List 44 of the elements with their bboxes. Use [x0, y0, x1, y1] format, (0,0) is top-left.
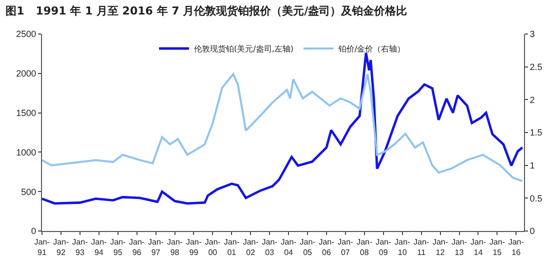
- y-tick-label: 1000: [16, 147, 36, 158]
- legend-label: 铂价/金价（右轴）: [337, 44, 406, 54]
- line-series: [42, 52, 524, 205]
- y2-tick-label: 1.5: [530, 128, 542, 138]
- y2-tick-label: 0.5: [530, 193, 542, 204]
- x-tick-label: Jan- 05: [300, 238, 316, 257]
- x-tick-label: Jan- 92: [53, 238, 70, 257]
- x-tick-label: Jan- 10: [394, 238, 410, 257]
- y-tick-label: 500: [21, 186, 36, 197]
- y2-tick-label: 3: [530, 29, 535, 40]
- y-tick-label: 2500: [16, 29, 36, 40]
- x-tick-label: Jan- 13: [451, 238, 468, 257]
- x-tick-label: Jan- 93: [72, 238, 88, 257]
- y-tick-label: 0: [31, 226, 36, 236]
- x-tick-label: Jan- 95: [110, 238, 126, 257]
- x-tick-label: Jan- 04: [280, 238, 297, 257]
- x-tick-label: Jan- 91: [34, 238, 50, 257]
- x-tick-label: Jan- 02: [242, 238, 259, 257]
- y2-tick-label: 2.5: [530, 62, 542, 72]
- y2-tick-label: 1: [530, 160, 535, 170]
- y-tick-label: 2000: [16, 68, 36, 79]
- x-tick-label: Jan- 98: [166, 238, 183, 257]
- x-tick-label: Jan- 06: [318, 238, 335, 257]
- x-tick-label: Jan- 03: [262, 238, 278, 257]
- y-tick-label: 1500: [16, 108, 36, 118]
- line-series: [42, 73, 524, 182]
- x-tick-label: Jan- 96: [129, 238, 145, 257]
- x-tick-label: Jan- 12: [432, 238, 448, 257]
- x-tick-label: Jan- 97: [148, 238, 164, 257]
- x-tick-label: Jan- 16: [508, 238, 524, 257]
- x-tick-label: Jan- 14: [470, 238, 486, 257]
- x-tick-label: Jan- 00: [204, 238, 221, 257]
- legend-label: 伦敦现货铂(美元/盎司,左轴): [194, 44, 294, 54]
- y2-tick-label: 0: [530, 226, 535, 236]
- x-tick-label: Jan- 15: [489, 238, 506, 257]
- chart-title: 图1 1991 年 1 月至 2016 年 7 月伦敦现货铂报价（美元/盎司）及铂金价格比: [6, 4, 408, 18]
- y2-tick-label: 2: [530, 94, 535, 105]
- x-tick-label: Jan- 94: [91, 238, 108, 257]
- x-tick-label: Jan- 09: [376, 238, 392, 257]
- x-tick-label: Jan- 08: [356, 238, 373, 257]
- x-tick-label: Jan- 99: [186, 238, 202, 257]
- x-tick-label: Jan- 01: [224, 238, 240, 257]
- x-tick-label: Jan- 11: [414, 238, 430, 257]
- x-tick-label: Jan- 07: [338, 238, 354, 257]
